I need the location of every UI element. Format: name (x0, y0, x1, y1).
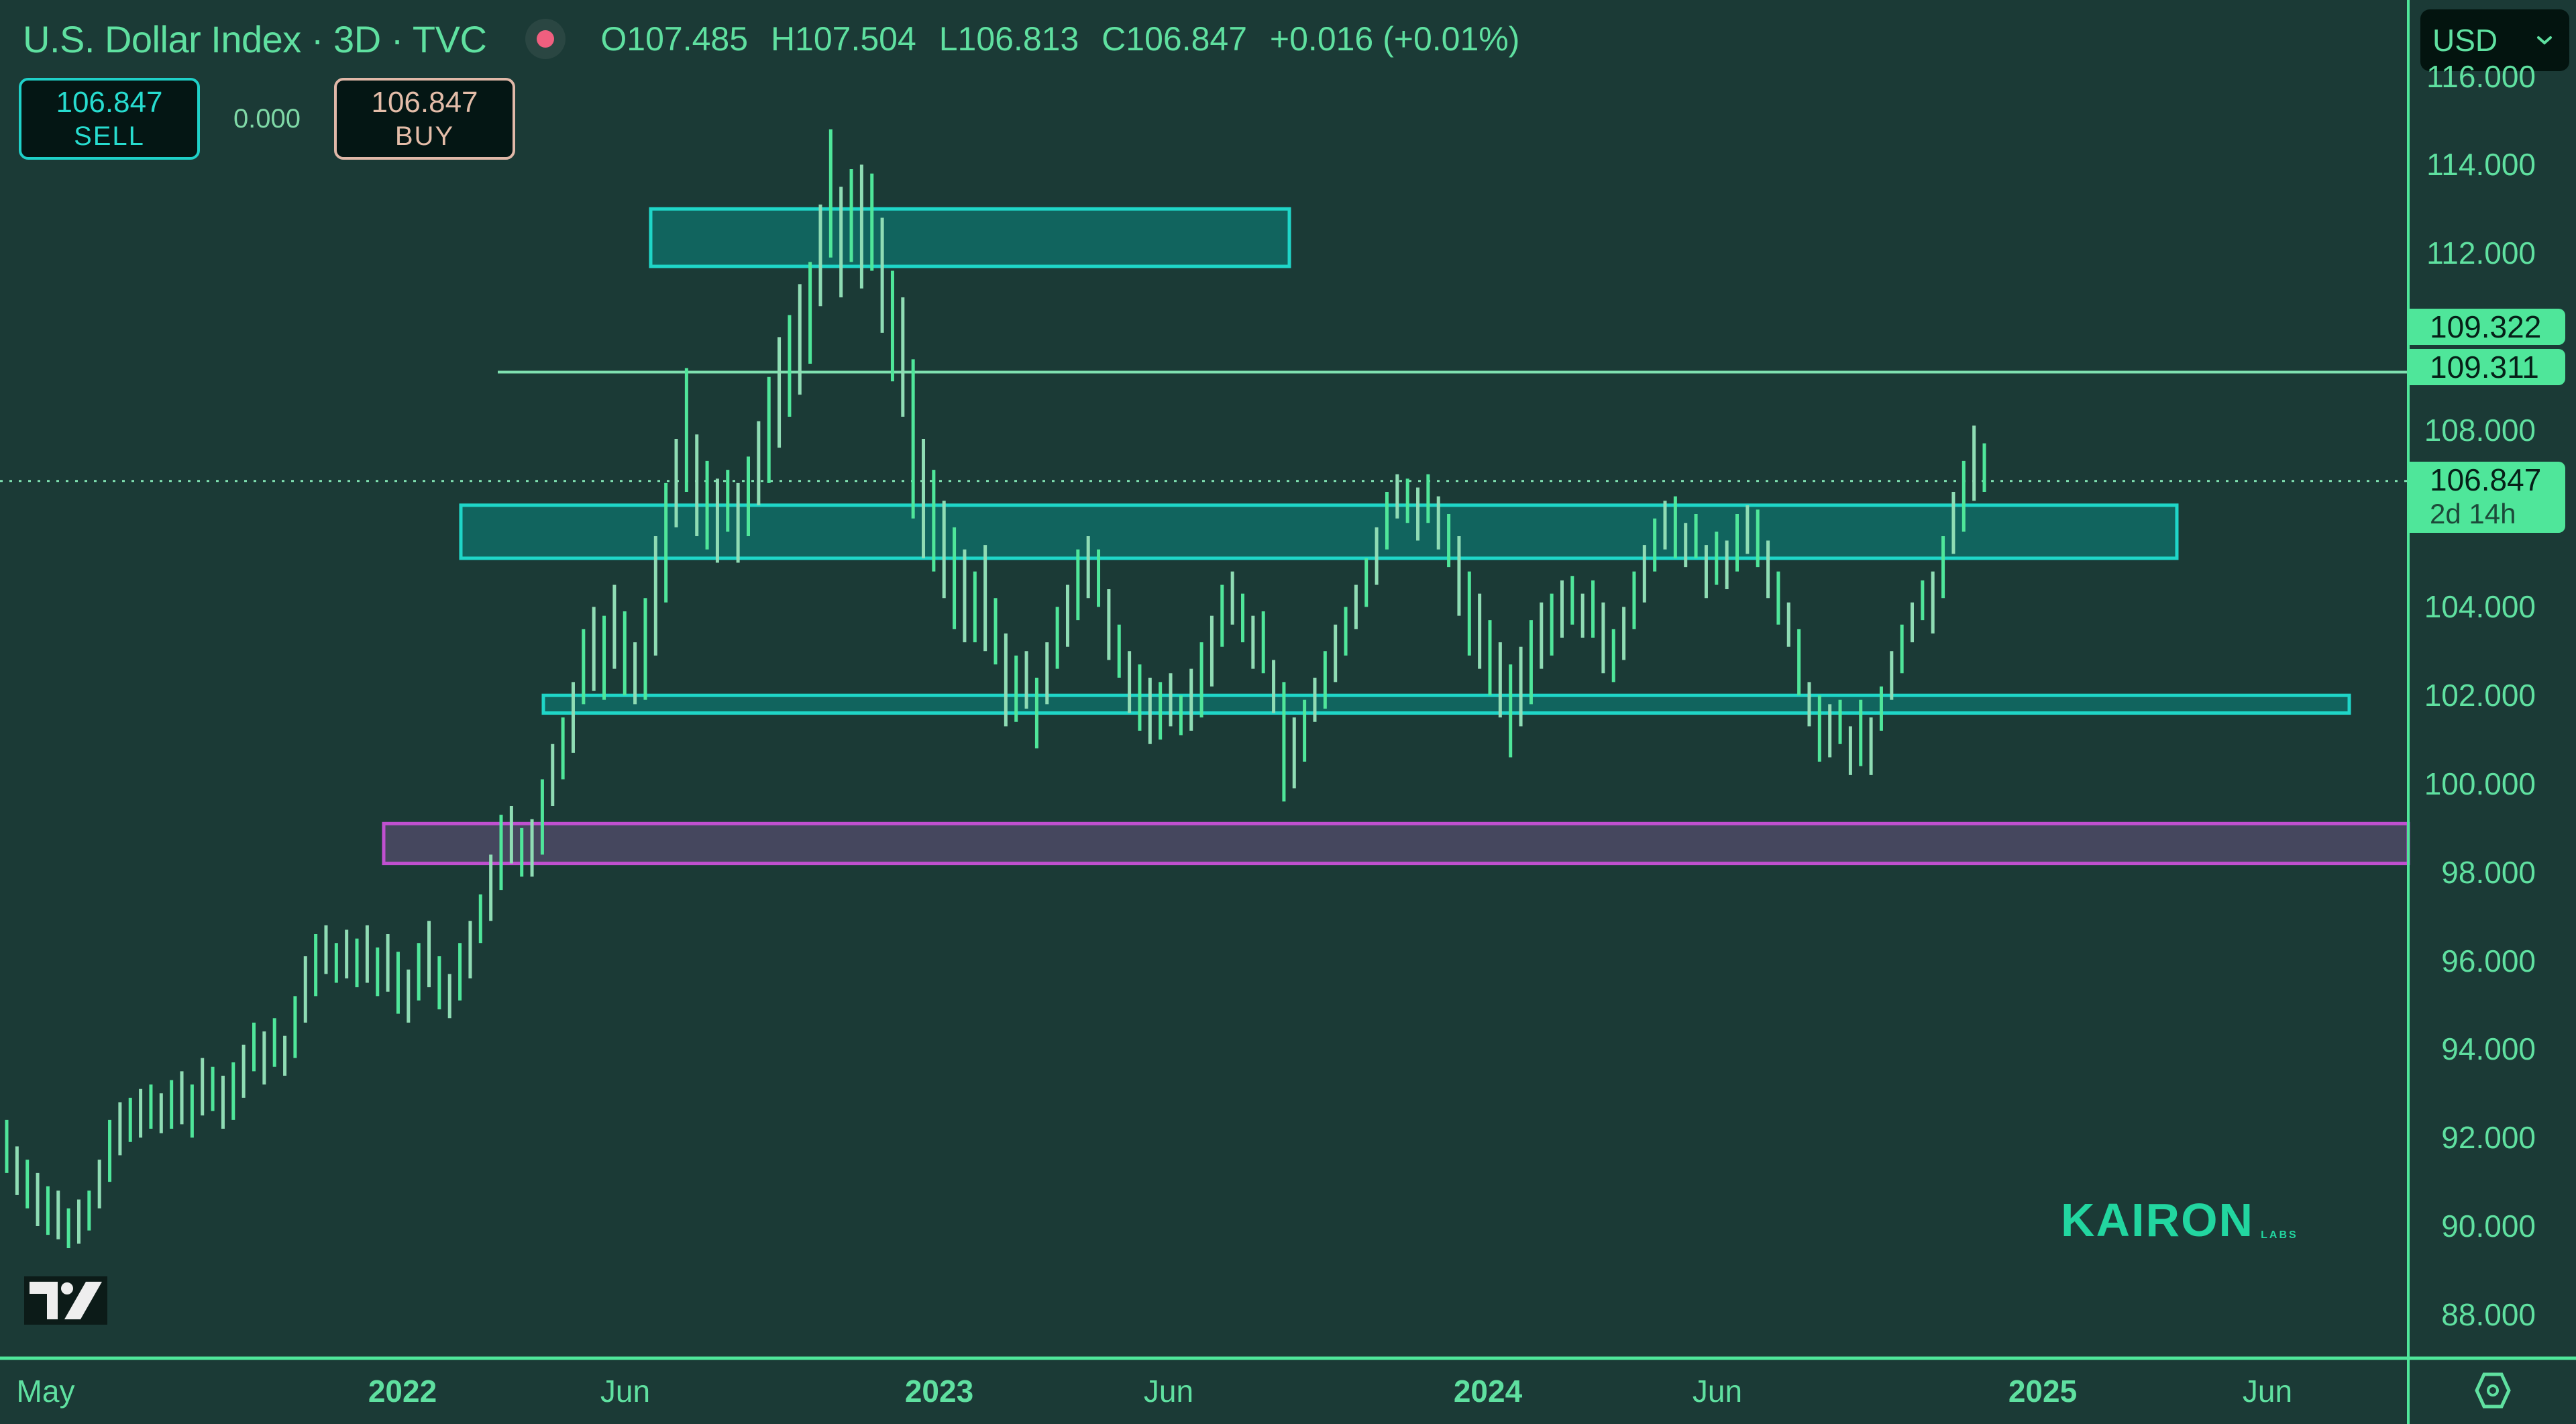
sell-button[interactable]: 106.847 SELL (19, 78, 200, 160)
watermark-text: KAIRON (2061, 1194, 2255, 1246)
currency-value: USD (2432, 23, 2498, 58)
ohlc-high: H107.504 (770, 20, 916, 58)
time-axis-label: May (16, 1374, 75, 1409)
ohlc-close: C106.847 (1102, 20, 1248, 58)
price-axis-label: 100.000 (2424, 766, 2536, 801)
time-axis-label: 2025 (2008, 1374, 2078, 1409)
ohlc-open: O107.485 (600, 20, 749, 58)
price-axis-label: 88.000 (2441, 1296, 2536, 1332)
watermark-sub: LABS (2261, 1229, 2298, 1241)
price-axis-label: 114.000 (2426, 147, 2536, 183)
time-axis-label: 2022 (368, 1374, 437, 1409)
symbol-header: U.S. Dollar Index · 3D · TVC O107.485 H1… (23, 12, 1533, 66)
currency-select[interactable]: USD (2420, 9, 2569, 71)
spread-value: 0.000 (233, 103, 301, 134)
supply-zone-top[interactable] (649, 207, 1291, 268)
symbol-title[interactable]: U.S. Dollar Index · 3D · TVC (23, 17, 487, 60)
buy-button[interactable]: 106.847 BUY (334, 78, 515, 160)
price-tag: 106.847 2d 14h (2410, 462, 2565, 533)
demand-zone-purple[interactable] (382, 821, 2410, 866)
sell-label: SELL (74, 121, 145, 151)
kairon-watermark: KAIRON LABS (2061, 1193, 2298, 1247)
price-tag: 109.322 (2410, 309, 2565, 345)
price-axis-label: 112.000 (2426, 236, 2536, 271)
price-tag: 109.311 (2410, 349, 2565, 385)
chevron-down-icon (2537, 36, 2552, 45)
settings-hexagon-icon[interactable] (2474, 1370, 2512, 1411)
price-axis-label: 90.000 (2441, 1209, 2536, 1243)
buy-price: 106.847 (371, 86, 478, 119)
price-axis-label: 98.000 (2441, 854, 2536, 890)
price-axis-label: 116.000 (2426, 58, 2536, 94)
time-axis-label: Jun (600, 1374, 651, 1409)
support-zone[interactable] (541, 693, 2351, 715)
ohlc-values: O107.485 H107.504 L106.813 C106.847 +0.0… (600, 19, 1533, 58)
time-axis-label: Jun (1143, 1374, 1194, 1409)
sell-price: 106.847 (56, 86, 163, 119)
ohlc-low: L106.813 (938, 20, 1079, 58)
trade-panel: 106.847 SELL 0.000 106.847 BUY (19, 78, 515, 160)
price-axis-label: 108.000 (2424, 412, 2536, 448)
drawing-zones (382, 207, 2410, 866)
price-axis-label: 104.000 (2424, 589, 2536, 625)
ohlc-bars (5, 129, 1986, 1248)
time-axis-label: Jun (1692, 1374, 1743, 1409)
time-axis-label: 2024 (1453, 1374, 1523, 1409)
live-dot-icon (525, 19, 566, 59)
price-axis-label: 94.000 (2441, 1031, 2536, 1067)
buy-label: BUY (394, 121, 455, 151)
time-axis-label: 2023 (904, 1374, 974, 1409)
tradingview-logo-icon[interactable] (24, 1276, 107, 1325)
price-axis-label: 102.000 (2424, 678, 2536, 713)
price-axis-label: 92.000 (2441, 1120, 2536, 1156)
time-axis-label: Jun (2242, 1374, 2293, 1409)
price-axis-label: 96.000 (2441, 943, 2536, 978)
ohlc-change: +0.016 (+0.01%) (1269, 20, 1520, 58)
